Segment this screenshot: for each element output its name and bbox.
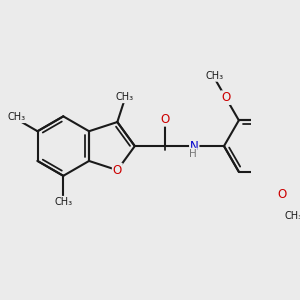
Text: H: H: [189, 148, 197, 158]
Text: O: O: [221, 91, 230, 104]
Text: N: N: [190, 140, 199, 153]
Text: O: O: [113, 164, 122, 177]
Text: CH₃: CH₃: [284, 211, 300, 221]
Text: CH₃: CH₃: [54, 196, 72, 207]
Text: O: O: [277, 188, 286, 201]
Text: O: O: [160, 113, 169, 126]
Text: CH₃: CH₃: [205, 71, 223, 81]
Text: CH₃: CH₃: [116, 92, 134, 103]
Text: CH₃: CH₃: [8, 112, 26, 122]
